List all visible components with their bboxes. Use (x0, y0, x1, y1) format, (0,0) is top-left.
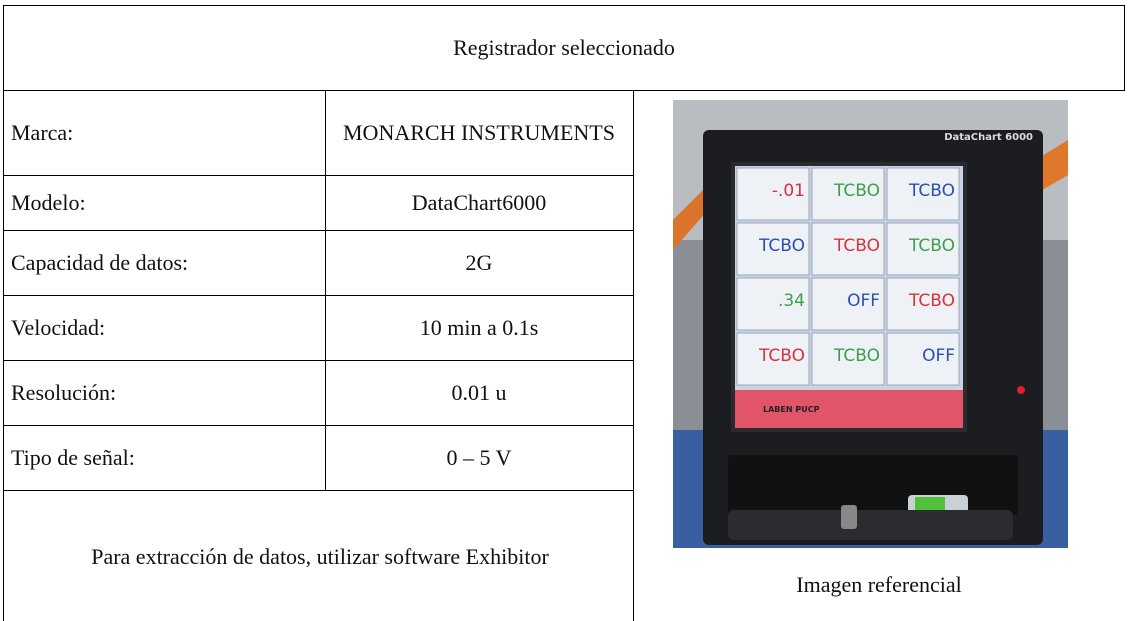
screen-cell (886, 332, 960, 386)
border (3, 360, 633, 361)
screen-reading: TCBO (833, 181, 880, 201)
screen-reading: TCBO (833, 346, 880, 366)
screen-reading: OFF (847, 291, 880, 311)
row-value: DataChart6000 (411, 189, 547, 215)
screen-cell (736, 332, 810, 386)
image-caption: Imagen referencial (796, 572, 962, 597)
row-label: Capacidad de datos: (11, 249, 189, 275)
screen-reading: .34 (778, 291, 805, 311)
screen-cell (886, 277, 960, 331)
screen-cell (811, 222, 885, 276)
row-label: Tipo de señal: (11, 444, 135, 470)
screen-reading: -.01 (772, 181, 805, 201)
border (3, 90, 1125, 91)
row-value: MONARCH INSTRUMENTS (343, 119, 615, 145)
border (3, 5, 4, 621)
screen-cell (736, 167, 810, 221)
screen-reading: TCBO (758, 346, 805, 366)
screen-cell (736, 277, 810, 331)
row-label: Velocidad: (11, 314, 106, 340)
border (3, 230, 633, 231)
screen-cell (886, 167, 960, 221)
screen-reading: TCBO (908, 181, 955, 201)
screen-reading: OFF (922, 346, 955, 366)
device-photo: DataChart 6000 LABEN PUCP -.01 TCBO TCBO TC… (673, 100, 1068, 548)
row-value: 0.01 u (451, 379, 507, 405)
screen-cell (811, 277, 885, 331)
border (3, 425, 633, 426)
screen-cell (736, 222, 810, 276)
row-label: Modelo: (11, 189, 86, 215)
screen-reading: TCBO (908, 291, 955, 311)
screen-cell (811, 167, 885, 221)
row-value: 0 – 5 V (446, 444, 512, 470)
screen-footer: LABEN PUCP (763, 405, 820, 414)
border (1124, 5, 1125, 90)
screen-reading: TCBO (758, 236, 805, 256)
row-value: 10 min a 0.1s (419, 314, 539, 340)
screen-reading: TCBO (833, 236, 880, 256)
border (3, 490, 633, 491)
title: Registrador seleccionado (453, 34, 675, 60)
border (3, 175, 633, 176)
screen-cell (811, 332, 885, 386)
row-label: Resolución: (11, 379, 117, 405)
border (3, 295, 633, 296)
border (3, 5, 1125, 6)
device-label: DataChart 6000 (944, 132, 1033, 143)
row-value: 2G (465, 249, 493, 275)
footer-note: Para extracción de datos, utilizar softw… (91, 544, 549, 569)
row-label: Marca: (11, 119, 74, 145)
border (325, 90, 326, 490)
border (633, 90, 634, 621)
screen-reading: TCBO (908, 236, 955, 256)
screen-cell (886, 222, 960, 276)
